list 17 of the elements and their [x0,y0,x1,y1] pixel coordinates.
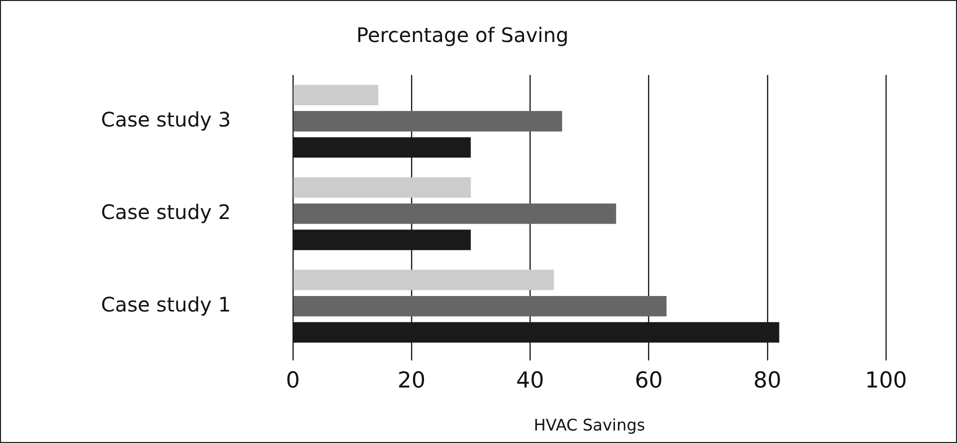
x-tick-label: 60 [634,368,663,394]
chart-title: Percentage of Saving [356,23,569,48]
x-tick-label: 20 [397,368,426,394]
bar [293,111,562,132]
y-tick-label: Case study 3 [100,107,231,132]
x-tick-label: 80 [753,368,782,394]
bar [293,203,616,224]
x-tick-label: 0 [286,368,300,394]
x-tick-label: 40 [516,368,544,394]
x-tick-label: 100 [865,368,907,394]
y-tick-label: Case study 2 [100,200,231,224]
y-tick-label: Case study 1 [100,292,231,316]
x-axis-title: HVAC Savings [534,416,646,435]
bar [293,84,378,106]
bar [293,177,471,198]
bar [293,296,667,316]
bar [293,270,554,290]
